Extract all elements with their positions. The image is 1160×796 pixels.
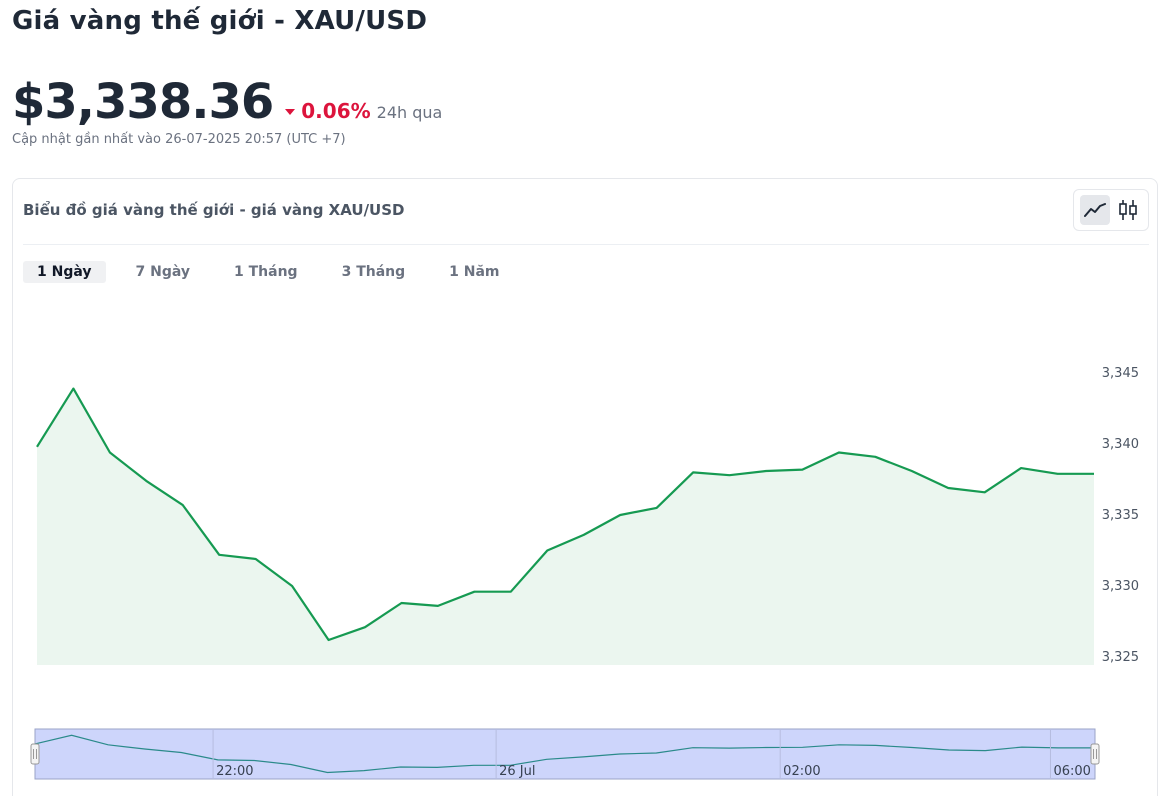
- navigator[interactable]: 22:00 26 Jul 02:00 06:00: [30, 728, 1100, 780]
- tab-1-day[interactable]: 1 Ngày: [23, 261, 106, 283]
- y-tick-label: 3,335: [1102, 508, 1139, 523]
- tab-1-month[interactable]: 1 Tháng: [234, 264, 298, 280]
- navigator-window[interactable]: [34, 728, 1096, 780]
- tab-3-months[interactable]: 3 Tháng: [341, 264, 406, 280]
- y-tick-label: 3,340: [1102, 437, 1139, 452]
- navigator-tick-label: 06:00: [1053, 764, 1090, 779]
- price-summary: $3,338.36 0.06% 24h qua: [12, 74, 442, 130]
- change-period: 24h qua: [376, 103, 443, 122]
- y-axis: 3,345 3,340 3,335 3,330 3,325: [1102, 366, 1139, 665]
- y-tick-label: 3,325: [1102, 650, 1139, 665]
- price-chart: 3,345 3,340 3,335 3,330 3,325 22:00 26 Jul 02:…: [30, 366, 1139, 780]
- chart-card: Biểu đồ giá vàng thế giới - giá vàng XAU…: [12, 178, 1158, 796]
- tab-7-days[interactable]: 7 Ngày: [135, 264, 191, 280]
- chart-mode-toggle: [1073, 189, 1149, 231]
- period-tabs: 1 Ngày 7 Ngày 1 Tháng 3 Tháng 1 Năm: [23, 261, 530, 283]
- line-chart-button[interactable]: [1079, 195, 1110, 225]
- y-tick-label: 3,345: [1102, 366, 1139, 381]
- last-updated: Cập nhật gần nhất vào 26-07-2025 20:57 (…: [12, 132, 346, 147]
- navigator-tick-label: 02:00: [783, 764, 820, 779]
- page-title: Giá vàng thế giới - XAU/USD: [12, 6, 428, 36]
- price-change: 0.06% 24h qua: [285, 99, 442, 123]
- chart-title: Biểu đồ giá vàng thế giới - giá vàng XAU…: [23, 201, 405, 219]
- tab-1-year[interactable]: 1 Năm: [449, 264, 500, 280]
- candlestick-chart-button[interactable]: [1113, 195, 1143, 225]
- price-line: [36, 387, 1094, 642]
- candlestick-chart-icon: [1118, 200, 1137, 220]
- current-price: $3,338.36: [12, 74, 274, 130]
- navigator-tick-label: 26 Jul: [499, 764, 535, 779]
- plot-area: [36, 387, 1095, 665]
- chart-card-header: Biểu đồ giá vàng thế giới - giá vàng XAU…: [23, 179, 1149, 245]
- line-chart-icon: [1083, 203, 1106, 217]
- navigator-line: [34, 734, 1095, 774]
- navigator-tick-label: 22:00: [216, 764, 253, 779]
- down-arrow-icon: [285, 109, 296, 115]
- navigator-left-handle[interactable]: [30, 743, 40, 765]
- y-tick-label: 3,330: [1102, 579, 1139, 594]
- navigator-right-handle[interactable]: [1090, 743, 1100, 765]
- change-percent: 0.06%: [301, 99, 371, 123]
- price-area: [37, 388, 1094, 665]
